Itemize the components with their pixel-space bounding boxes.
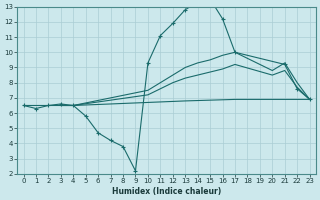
X-axis label: Humidex (Indice chaleur): Humidex (Indice chaleur)	[112, 187, 221, 196]
